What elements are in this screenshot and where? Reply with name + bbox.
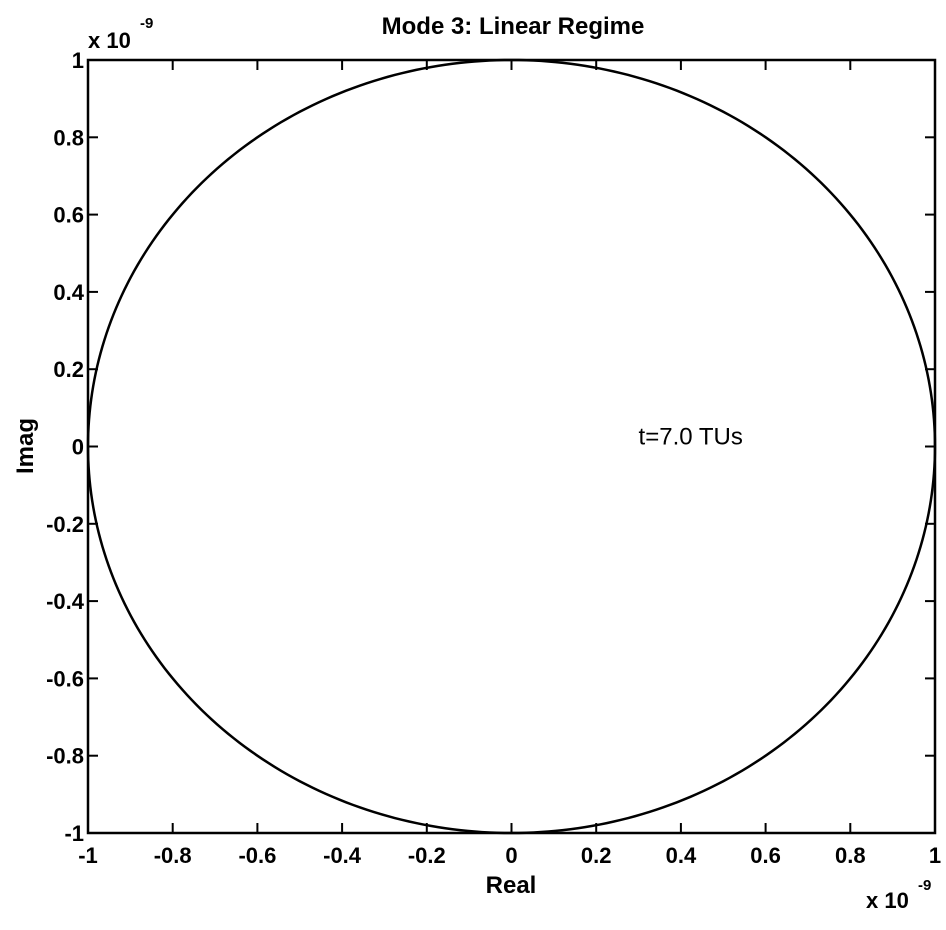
series-layer xyxy=(86,58,937,835)
x-tick-label: -0.4 xyxy=(323,843,362,868)
x-tick-label: -1 xyxy=(78,843,98,868)
series-circle-0 xyxy=(86,58,937,835)
x-tick-label: 0.4 xyxy=(666,843,697,868)
y-tick-label: 0 xyxy=(72,435,84,460)
x-tick-label: 0.6 xyxy=(750,843,781,868)
x-tick-label: 0.8 xyxy=(835,843,866,868)
y-tick-label: 0.8 xyxy=(53,125,84,150)
x-tick-label: -0.8 xyxy=(154,843,192,868)
y-tick-label: -0.8 xyxy=(46,744,84,769)
y-tick-label: -1 xyxy=(64,821,84,846)
x-axis-ticks: -1 -0.8 -0.6 -0.4 -0.2 0 0.2 0.4 0.6 0.8 1 xyxy=(78,60,941,868)
y-axis-label: Imag xyxy=(12,418,39,474)
x-tick-label: -0.6 xyxy=(238,843,276,868)
y-tick-label: -0.6 xyxy=(46,666,84,691)
chart-title: Mode 3: Linear Regime xyxy=(382,13,645,40)
y-multiplier-exponent: -9 xyxy=(140,15,153,32)
x-multiplier-base: x 10 xyxy=(866,888,909,913)
annotation-time: t=7.0 TUs xyxy=(639,424,743,451)
plot-frame xyxy=(86,58,937,835)
y-tick-label: 0.4 xyxy=(53,280,84,305)
x-tick-label: 0.2 xyxy=(581,843,612,868)
x-axis-label: Real xyxy=(486,872,537,899)
y-tick-label: 0.2 xyxy=(53,357,84,382)
x-tick-label: 1 xyxy=(929,843,941,868)
y-axis-ticks: -1 -0.8 -0.6 -0.4 -0.2 0 0.2 0.4 0.6 0.8 1 xyxy=(46,48,935,846)
y-tick-label: -0.2 xyxy=(46,512,84,537)
x-tick-label: 0 xyxy=(505,843,517,868)
y-tick-label: 1 xyxy=(72,48,84,73)
y-tick-label: -0.4 xyxy=(46,589,85,614)
y-multiplier-base: x 10 xyxy=(88,28,131,53)
y-multiplier: x 10 -9 xyxy=(88,15,153,53)
x-tick-label: -0.2 xyxy=(408,843,446,868)
x-multiplier: x 10 -9 xyxy=(866,877,931,913)
y-tick-label: 0.6 xyxy=(53,203,84,228)
x-multiplier-exponent: -9 xyxy=(918,877,931,894)
